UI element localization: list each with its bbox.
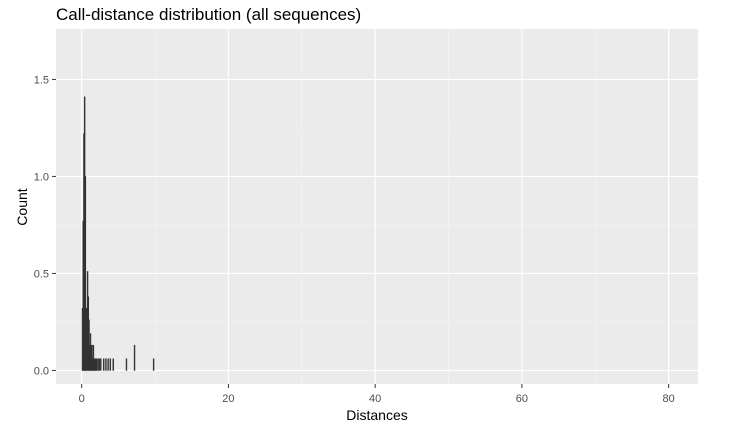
- y-axis-ticks: 0.0 0.5 1.0 1.5: [34, 74, 56, 377]
- x-tick-label: 60: [516, 393, 528, 405]
- plot-panel: [56, 29, 698, 384]
- histogram-bar: [107, 358, 109, 371]
- grid-major: [56, 29, 698, 384]
- histogram-bar: [109, 358, 112, 371]
- histogram-bar: [103, 358, 105, 371]
- histogram-bar: [91, 344, 93, 371]
- y-tick-label: 0.0: [34, 365, 49, 377]
- x-tick-label: 0: [79, 393, 85, 405]
- histogram-bar: [84, 176, 87, 371]
- histogram-bar: [105, 358, 107, 371]
- histogram-bar: [133, 344, 136, 371]
- x-tick-label: 80: [663, 393, 675, 405]
- histogram-bar: [112, 358, 114, 371]
- grid-minor: [56, 29, 698, 384]
- histogram-bar: [97, 358, 99, 371]
- y-tick-label: 1.0: [34, 171, 49, 183]
- histogram-bar: [92, 344, 95, 371]
- y-tick-label: 1.5: [34, 74, 49, 86]
- y-axis-label: Count: [14, 188, 30, 225]
- y-tick-label: 0.5: [34, 268, 49, 280]
- histogram-bar: [152, 358, 155, 371]
- histogram-bar: [125, 358, 128, 371]
- bars: [81, 96, 155, 371]
- histogram-bar: [98, 358, 101, 371]
- x-tick-label: 40: [369, 393, 381, 405]
- chart-title: Call-distance distribution (all sequence…: [56, 5, 361, 24]
- x-axis-label: Distances: [346, 407, 407, 423]
- histogram-bar: [95, 358, 98, 371]
- x-axis-ticks: 0 20 40 60 80: [79, 384, 675, 405]
- histogram-bar: [100, 358, 102, 371]
- x-tick-label: 20: [222, 393, 234, 405]
